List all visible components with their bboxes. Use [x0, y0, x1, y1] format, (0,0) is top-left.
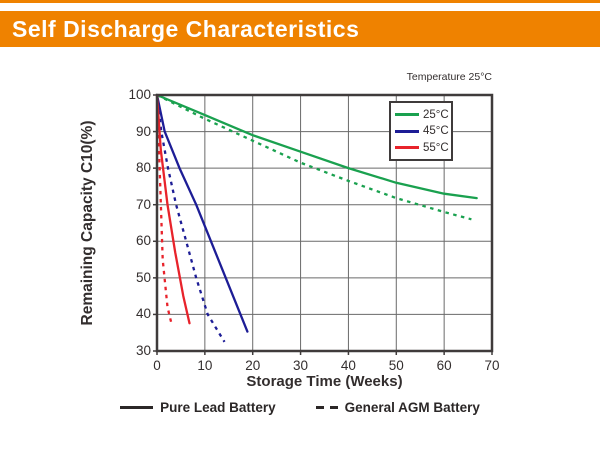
battery-type-item: General AGM Battery [315, 400, 480, 415]
series-line [155, 93, 191, 325]
y-tick-label: 90 [135, 123, 151, 139]
top-accent-strip [0, 0, 600, 3]
series-line [155, 93, 249, 333]
battery-type-legend: Pure Lead Battery General AGM Battery [0, 400, 600, 415]
legend-line-sample [395, 113, 419, 116]
x-tick-label: 50 [388, 358, 404, 373]
x-axis-title: Storage Time (Weeks) [246, 373, 403, 390]
series-line [155, 93, 478, 200]
legend-line-sample [395, 129, 419, 133]
x-tick-label: 20 [245, 358, 261, 373]
solid-line-sample [120, 406, 154, 409]
self-discharge-chart: Temperature 25°C Remaining Capacity C10(… [0, 51, 600, 451]
page-title: Self Discharge Characteristics [12, 15, 360, 42]
temperature-note: Temperature 25°C [406, 71, 492, 83]
series-line [155, 94, 226, 343]
x-tick-label: 70 [484, 358, 500, 373]
dashed-line-sample [315, 405, 338, 410]
legend-line-sample [395, 146, 419, 149]
series-line [156, 93, 472, 221]
battery-type-label: General AGM Battery [344, 400, 480, 415]
legend-label: 55°C [423, 141, 449, 154]
legend-label: 45°C [423, 125, 449, 137]
legend-label: 25°C [423, 108, 449, 121]
y-axis-title: Remaining Capacity C10(%) [79, 120, 96, 326]
battery-type-item: Pure Lead Battery [120, 400, 276, 415]
legend-row: 55°C [395, 141, 449, 154]
legend-row: 45°C [395, 125, 449, 137]
plot-border [155, 93, 494, 353]
battery-type-label: Pure Lead Battery [160, 400, 276, 415]
series-line [155, 94, 173, 324]
x-tick-label: 40 [340, 358, 356, 373]
legend-row: 25°C [395, 108, 449, 121]
y-tick-label: 100 [128, 87, 151, 102]
x-tick-label: 0 [153, 358, 161, 373]
y-tick-label: 60 [135, 233, 151, 249]
x-tick-label: 30 [293, 358, 309, 373]
x-tick-label: 60 [436, 358, 452, 373]
y-tick-label: 50 [135, 269, 151, 285]
y-tick-label: 70 [135, 196, 151, 212]
x-tick-label: 10 [197, 358, 213, 373]
temperature-legend: 25°C 45°C 55°C [389, 101, 453, 161]
header-bar: Self Discharge Characteristics [0, 11, 600, 47]
y-tick-label: 80 [135, 160, 151, 176]
y-tick-label: 30 [135, 343, 151, 358]
y-tick-label: 40 [135, 306, 151, 322]
